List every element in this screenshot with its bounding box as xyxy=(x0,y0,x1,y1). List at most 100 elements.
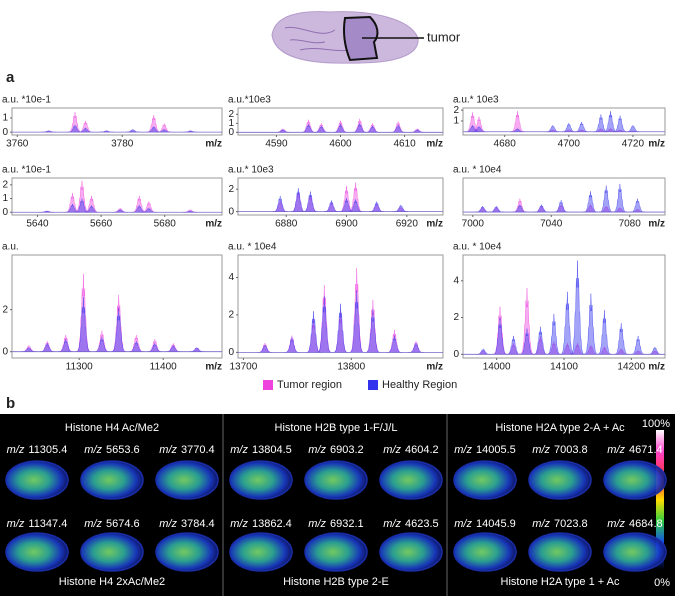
mz-prefix: m/z xyxy=(159,444,177,456)
ion-image-outline xyxy=(528,532,592,572)
mz-label: m/z 4671.4 xyxy=(607,444,662,456)
y-tick-label: 2 xyxy=(453,312,459,323)
x-axis-label: m/z xyxy=(648,362,665,373)
ion-image-outline xyxy=(453,532,517,572)
peak xyxy=(519,328,535,355)
mz-value: 4623.5 xyxy=(405,518,439,530)
y-tick-label: 0 xyxy=(228,206,234,217)
x-tick-label: 4590 xyxy=(265,139,288,150)
ion-image xyxy=(81,461,143,499)
y-tick-label: 2 xyxy=(2,179,8,190)
mz-prefix: m/z xyxy=(230,444,248,456)
x-tick-label: 14000 xyxy=(483,362,511,373)
x-tick-label: 13800 xyxy=(337,362,365,373)
peak xyxy=(301,123,316,133)
x-tick-label: 3760 xyxy=(6,139,29,150)
mz-prefix: m/z xyxy=(159,518,177,530)
mz-value: 5653.6 xyxy=(106,444,140,456)
y-tick-label: 2 xyxy=(453,105,459,116)
peak xyxy=(545,124,560,133)
mz-value: 6903.2 xyxy=(330,444,364,456)
peak xyxy=(534,203,549,213)
mz-label: m/z 6932.1 xyxy=(308,518,363,530)
mz-label: m/z 14005.5 xyxy=(454,444,516,456)
mz-label: m/z 7023.8 xyxy=(532,518,587,530)
panel-title: Histone H2B type 1-F/J/L xyxy=(275,422,398,434)
peak xyxy=(189,346,205,352)
plot-frame xyxy=(462,177,666,216)
peak xyxy=(612,183,628,213)
mz-value: 4671.4 xyxy=(629,444,663,456)
x-tick-label: 4720 xyxy=(622,139,645,150)
peak xyxy=(324,200,339,212)
peak xyxy=(165,344,181,352)
peak xyxy=(333,123,348,133)
mz-value: 7023.8 xyxy=(554,518,588,530)
peak xyxy=(625,124,641,133)
x-axis-label: m/z xyxy=(205,362,222,373)
y-tick-label: 0 xyxy=(2,207,8,218)
plot-frame xyxy=(237,177,444,216)
mz-value: 7003.8 xyxy=(554,444,588,456)
peak xyxy=(128,341,144,352)
y-tick-label: 4 xyxy=(228,272,234,283)
mz-value: 13862.4 xyxy=(252,518,292,530)
mz-label: m/z 5674.6 xyxy=(84,518,139,530)
peak xyxy=(583,293,599,355)
mz-value: 6932.1 xyxy=(330,518,364,530)
mz-value: 4604.2 xyxy=(405,444,439,456)
x-tick-label: 11300 xyxy=(66,362,94,373)
mz-value: 11305.4 xyxy=(28,444,67,456)
peak xyxy=(533,326,548,355)
ion-image-outline xyxy=(379,532,443,572)
y-tick-label: 1 xyxy=(228,118,234,129)
colorbar-label: 0% xyxy=(654,577,670,589)
x-tick-label: 7000 xyxy=(462,219,485,230)
mz-prefix: m/z xyxy=(230,518,248,530)
peak xyxy=(313,125,329,133)
x-axis-label: m/z xyxy=(648,219,665,230)
peak xyxy=(146,125,162,133)
mz-prefix: m/z xyxy=(383,518,401,530)
mz-value: 14045.9 xyxy=(476,518,516,530)
ion-image xyxy=(529,461,591,499)
ion-image xyxy=(230,461,292,499)
peak xyxy=(647,346,663,355)
x-tick-label: 4600 xyxy=(329,139,352,150)
x-tick-label: 13700 xyxy=(229,362,257,373)
peak xyxy=(316,296,332,353)
ion-image xyxy=(230,533,292,571)
peak xyxy=(387,335,402,353)
ion-image xyxy=(81,533,143,571)
ion-image-outline xyxy=(229,460,293,500)
mz-label: m/z 5653.6 xyxy=(84,444,139,456)
peak xyxy=(614,323,629,355)
x-tick-label: 6920 xyxy=(396,219,419,230)
y-tick-label: 0 xyxy=(453,349,459,360)
y-tick-label: 1 xyxy=(453,116,459,127)
x-axis-label: m/z xyxy=(426,219,443,230)
mz-value: 4684.8 xyxy=(629,518,663,530)
ion-image xyxy=(604,533,666,571)
mz-label: m/z 3784.4 xyxy=(159,518,214,530)
y-tick-label: 2 xyxy=(228,184,234,195)
peak xyxy=(546,313,562,355)
y-tick-label: 0 xyxy=(228,347,234,358)
mz-prefix: m/z xyxy=(454,518,472,530)
x-axis-label: m/z xyxy=(205,219,222,230)
mz-label: m/z 4604.2 xyxy=(383,444,438,456)
mz-prefix: m/z xyxy=(383,444,401,456)
mz-prefix: m/z xyxy=(308,518,326,530)
ion-image-outline xyxy=(304,460,368,500)
mz-label: m/z 4623.5 xyxy=(383,518,438,530)
mz-value: 13804.5 xyxy=(252,444,292,456)
peak xyxy=(306,311,321,353)
x-tick-label: 4680 xyxy=(494,139,517,150)
panel-label: b xyxy=(6,395,15,412)
mz-label: m/z 14045.9 xyxy=(454,518,516,530)
ion-image-outline xyxy=(229,532,293,572)
mz-prefix: m/z xyxy=(7,444,25,456)
peak xyxy=(597,310,612,355)
peak xyxy=(257,343,273,353)
mz-value: 3770.4 xyxy=(181,444,215,456)
